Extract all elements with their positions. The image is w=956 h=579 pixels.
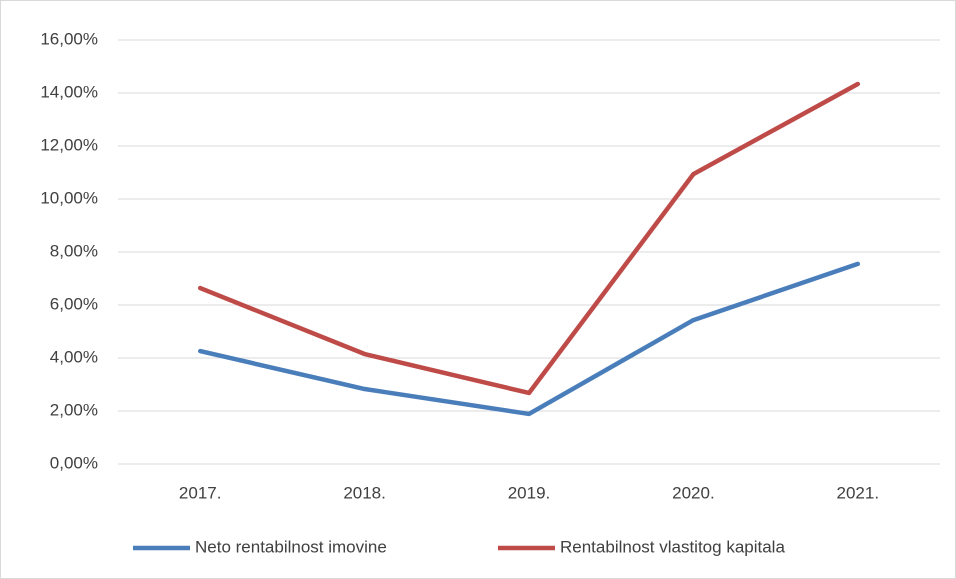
y-tick-label: 14,00%: [40, 82, 98, 101]
legend-label: Rentabilnost vlastitog kapitala: [560, 537, 785, 556]
series-line: [197, 81, 861, 396]
y-tick-label: 2,00%: [50, 400, 98, 419]
y-tick-label: 4,00%: [50, 347, 98, 366]
y-tick-label: 10,00%: [40, 188, 98, 207]
x-tick-label: 2021.: [837, 483, 880, 502]
legend-label: Neto rentabilnost imovine: [195, 537, 387, 556]
x-tick-label: 2019.: [508, 483, 551, 502]
y-tick-label: 6,00%: [50, 294, 98, 313]
series-line: [197, 261, 861, 417]
x-tick-label: 2020.: [672, 483, 715, 502]
y-tick-label: 12,00%: [40, 135, 98, 154]
y-tick-label: 0,00%: [50, 453, 98, 472]
y-tick-label: 8,00%: [50, 241, 98, 260]
x-tick-label: 2018.: [343, 483, 386, 502]
y-tick-label: 16,00%: [40, 29, 98, 48]
x-tick-label: 2017.: [179, 483, 222, 502]
